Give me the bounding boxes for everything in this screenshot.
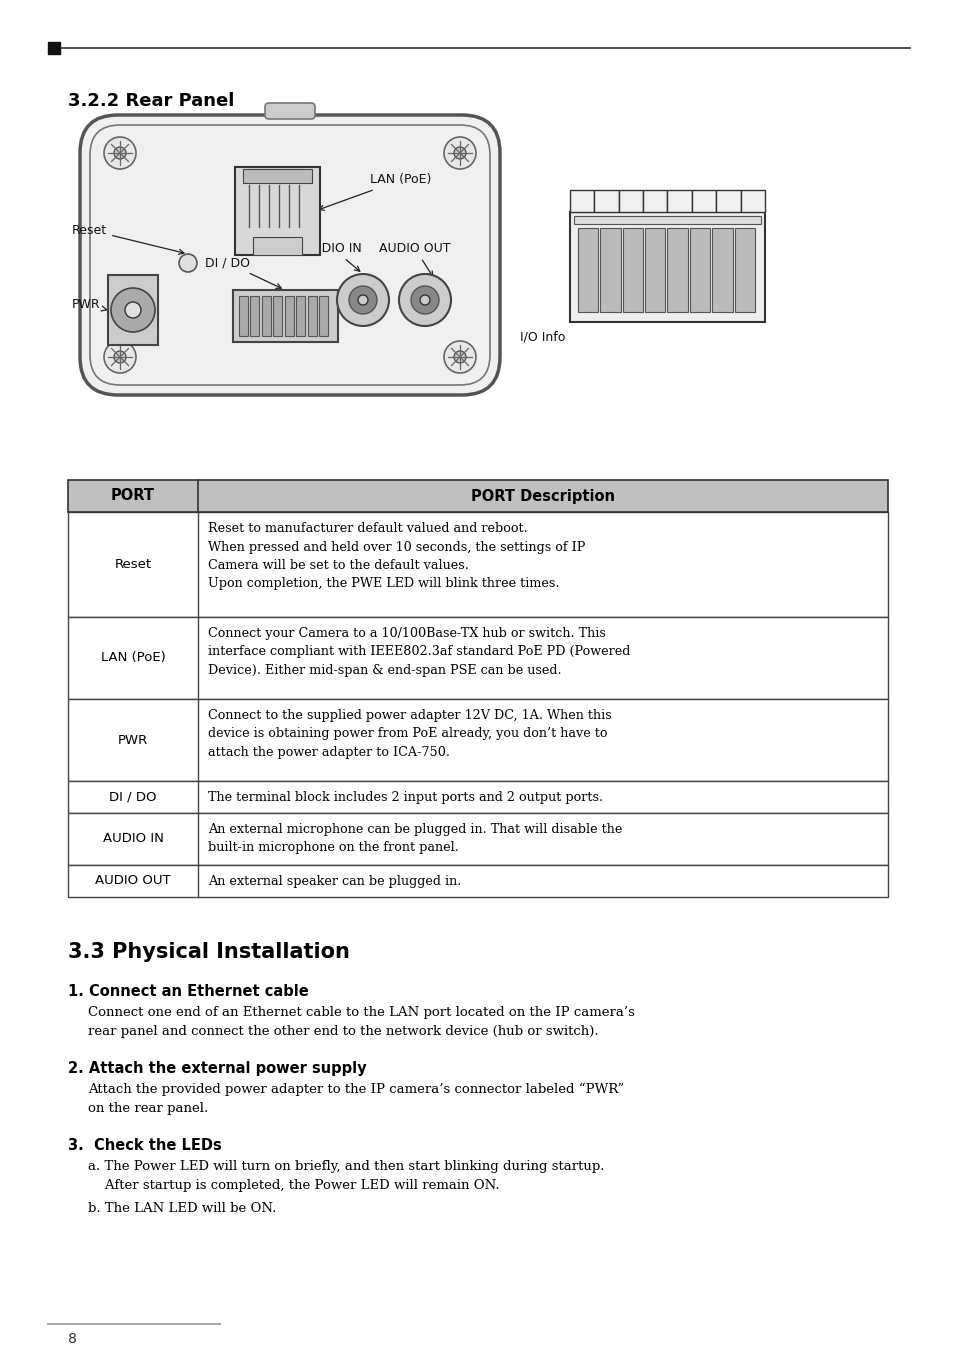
- Bar: [48, 42, 60, 54]
- Text: LAN (PoE): LAN (PoE): [100, 651, 165, 665]
- Circle shape: [411, 286, 438, 314]
- Bar: [233, 290, 337, 343]
- Text: Attach the provided power adapter to the IP camera’s connector labeled “PWR”
on : Attach the provided power adapter to the…: [88, 1083, 623, 1116]
- Text: The terminal block includes 2 input ports and 2 output ports.: The terminal block includes 2 input port…: [208, 791, 602, 804]
- Bar: [108, 275, 158, 345]
- Text: DI / DO: DI / DO: [110, 791, 156, 803]
- Text: AUDIO OUT: AUDIO OUT: [95, 875, 171, 887]
- Bar: [644, 227, 665, 311]
- Circle shape: [454, 351, 465, 363]
- Text: 3.2.2 Rear Panel: 3.2.2 Rear Panel: [68, 92, 234, 110]
- Bar: [68, 812, 887, 865]
- Bar: [716, 190, 740, 213]
- Text: 12V: 12V: [743, 196, 760, 206]
- Bar: [740, 190, 764, 213]
- Circle shape: [111, 288, 154, 332]
- Circle shape: [454, 148, 465, 158]
- Text: 8: 8: [68, 1332, 77, 1346]
- Text: D01: D01: [670, 196, 688, 206]
- Bar: [578, 227, 598, 311]
- Bar: [642, 190, 667, 213]
- Text: 2. Attach the external power supply: 2. Attach the external power supply: [68, 1062, 366, 1076]
- Bar: [234, 167, 319, 255]
- Bar: [319, 297, 328, 336]
- FancyBboxPatch shape: [80, 115, 499, 395]
- Text: a. The Power LED will turn on briefly, and then start blinking during startup.
 : a. The Power LED will turn on briefly, a…: [88, 1160, 604, 1192]
- Bar: [296, 297, 305, 336]
- Circle shape: [336, 274, 389, 326]
- Text: b. The LAN LED will be ON.: b. The LAN LED will be ON.: [88, 1202, 276, 1215]
- Text: 3.  Check the LEDs: 3. Check the LEDs: [68, 1137, 221, 1154]
- Circle shape: [357, 295, 368, 305]
- Bar: [618, 190, 642, 213]
- Circle shape: [125, 302, 141, 318]
- Bar: [691, 190, 716, 213]
- Bar: [689, 227, 709, 311]
- Bar: [667, 227, 687, 311]
- Text: AUDIO OUT: AUDIO OUT: [379, 242, 450, 276]
- Bar: [68, 512, 887, 617]
- Text: Reset: Reset: [71, 223, 184, 255]
- Bar: [734, 227, 754, 311]
- Bar: [274, 297, 282, 336]
- Circle shape: [113, 148, 126, 158]
- FancyBboxPatch shape: [265, 103, 314, 119]
- Text: Reset to manufacturer default valued and reboot.
When pressed and held over 10 s: Reset to manufacturer default valued and…: [208, 523, 585, 590]
- Bar: [251, 297, 259, 336]
- Text: 12V: 12V: [573, 196, 590, 206]
- Circle shape: [104, 341, 136, 372]
- Bar: [712, 227, 732, 311]
- Text: I/O Info: I/O Info: [519, 330, 564, 343]
- Bar: [285, 297, 294, 336]
- Bar: [253, 237, 302, 255]
- Text: Connect your Camera to a 10/100Base-TX hub or switch. This
interface compliant w: Connect your Camera to a 10/100Base-TX h…: [208, 627, 630, 677]
- Text: PWR: PWR: [118, 734, 148, 746]
- Bar: [667, 190, 691, 213]
- Text: LAN (PoE): LAN (PoE): [318, 173, 431, 210]
- Text: DI / DO: DI / DO: [205, 256, 281, 288]
- Circle shape: [179, 255, 196, 272]
- Text: 3.3 Physical Installation: 3.3 Physical Installation: [68, 942, 350, 961]
- Bar: [239, 297, 248, 336]
- Circle shape: [349, 286, 376, 314]
- Circle shape: [419, 295, 430, 305]
- Text: PWR: PWR: [71, 298, 107, 311]
- Bar: [68, 481, 887, 512]
- Text: GND: GND: [596, 196, 617, 206]
- Circle shape: [443, 137, 476, 169]
- Circle shape: [398, 274, 451, 326]
- Bar: [574, 217, 760, 223]
- Bar: [68, 699, 887, 781]
- Text: DI2: DI2: [647, 196, 662, 206]
- Text: GND: GND: [718, 196, 738, 206]
- Text: Connect one end of an Ethernet cable to the LAN port located on the IP camera’s
: Connect one end of an Ethernet cable to …: [88, 1006, 634, 1039]
- Text: An external microphone can be plugged in. That will disable the
built-in microph: An external microphone can be plugged in…: [208, 823, 621, 854]
- Circle shape: [104, 137, 136, 169]
- Text: AUDIO IN: AUDIO IN: [103, 833, 163, 845]
- Bar: [599, 227, 620, 311]
- Bar: [243, 169, 312, 183]
- Bar: [569, 213, 764, 322]
- Bar: [68, 781, 887, 812]
- Bar: [308, 297, 316, 336]
- Circle shape: [443, 341, 476, 372]
- Circle shape: [113, 351, 126, 363]
- Text: Connect to the supplied power adapter 12V DC, 1A. When this
device is obtaining : Connect to the supplied power adapter 12…: [208, 709, 611, 760]
- Text: PORT: PORT: [111, 489, 154, 504]
- Bar: [594, 190, 618, 213]
- Text: DI1: DI1: [696, 196, 711, 206]
- Text: 1. Connect an Ethernet cable: 1. Connect an Ethernet cable: [68, 984, 309, 999]
- Text: D02: D02: [621, 196, 639, 206]
- Bar: [262, 297, 271, 336]
- Bar: [68, 865, 887, 896]
- Text: PORT Description: PORT Description: [471, 489, 615, 504]
- Bar: [622, 227, 642, 311]
- Bar: [68, 617, 887, 699]
- Text: Reset: Reset: [114, 558, 152, 571]
- Bar: [569, 190, 594, 213]
- Text: AUDIO IN: AUDIO IN: [304, 242, 361, 271]
- Text: An external speaker can be plugged in.: An external speaker can be plugged in.: [208, 875, 461, 888]
